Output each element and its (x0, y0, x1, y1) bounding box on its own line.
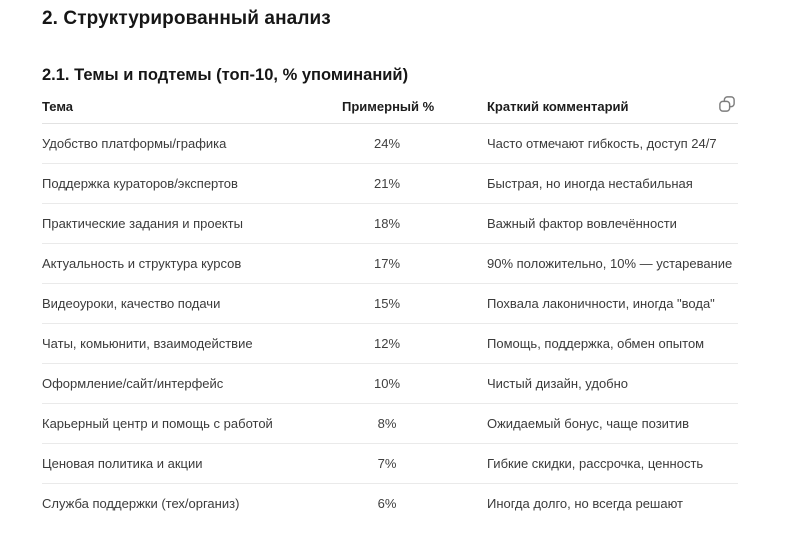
percent-cell: 6% (377, 496, 397, 511)
comment-cell: 90% положительно, 10% — устаревание (432, 243, 738, 284)
table-row: Служба поддержки (тех/организ) 6% Иногда д… (42, 484, 738, 524)
topic-cell: Чаты, комьюнити, взаимодействие (42, 323, 342, 364)
percent-cell: 17% (342, 243, 432, 284)
section-title: 2. Структурированный анализ (42, 8, 331, 29)
table-row: Удобство платформы/графика 24% Часто отмеч… (42, 123, 738, 164)
topic-cell: Поддержка кураторов/экспертов (42, 163, 342, 204)
comment-cell: Часто отмечают гибкость, доступ 24/7 (432, 123, 738, 164)
comment-cell: Ожидаемый бонус, чаще позитив (432, 403, 738, 444)
table-header-row: Тема Примерный % Краткий комментарий (42, 94, 738, 124)
table-row: Видеоуроки, качество подачи 15% Похвала ла… (42, 283, 738, 324)
topic-cell: Удобство платформы/графика (42, 123, 342, 164)
topic-cell: Актуальность и структура курсов (42, 243, 342, 284)
comment-cell: Важный фактор вовлечённости (432, 203, 738, 244)
topics-table-grid: Тема Примерный % Краткий комментарий Удо… (42, 94, 738, 523)
header-percent: Примерный % (342, 94, 434, 124)
subsection-title: 2.1. Темы и подтемы (топ-10, % упоминани… (42, 66, 409, 84)
topic-cell: Карьерный центр и помощь с работой (42, 403, 342, 444)
percent-cell: 7% (342, 443, 432, 484)
percent-cell: 12% (342, 323, 432, 364)
topic-cell: Служба поддержки (тех/организ) (42, 496, 240, 511)
percent-cell: 18% (342, 203, 432, 244)
table-row: Чаты, комьюнити, взаимодействие 12% Помощь… (42, 323, 738, 364)
table-row: Карьерный центр и помощь с работой 8% Ожид… (42, 403, 738, 444)
topics-table-body: Удобство платформы/графика 24% Часто отмеч… (42, 123, 738, 524)
comment-cell: Быстрая, но иногда нестабильная (432, 163, 738, 204)
topic-cell: Видеоуроки, качество подачи (42, 283, 342, 324)
topics-table: Тема Примерный % Краткий комментарий Удо… (42, 94, 738, 523)
comment-cell: Помощь, поддержка, обмен опытом (432, 323, 738, 364)
percent-cell: 8% (342, 403, 432, 444)
table-row: Оформление/сайт/интерфейс 10% Чистый дизай… (42, 363, 738, 404)
comment-cell: Иногда долго, но всегда решают (487, 496, 683, 511)
percent-cell: 21% (342, 163, 432, 204)
topic-cell: Оформление/сайт/интерфейс (42, 363, 342, 404)
comment-cell: Похвала лаконичности, иногда "вода" (432, 283, 738, 324)
header-topic: Тема (42, 94, 342, 124)
table-row: Ценовая политика и акции 7% Гибкие скидки,… (42, 443, 738, 484)
percent-cell: 15% (342, 283, 432, 324)
table-row: Актуальность и структура курсов 17% 90% по… (42, 243, 738, 284)
topic-cell: Ценовая политика и акции (42, 443, 342, 484)
comment-cell: Чистый дизайн, удобно (432, 363, 738, 404)
percent-cell: 10% (342, 363, 432, 404)
comment-cell: Гибкие скидки, рассрочка, ценность (432, 443, 738, 484)
table-row: Практические задания и проекты 18% Важный … (42, 203, 738, 244)
topic-cell: Практические задания и проекты (42, 203, 342, 244)
table-row: Поддержка кураторов/экспертов 21% Быстрая,… (42, 163, 738, 204)
header-comment: Краткий комментарий (432, 94, 738, 124)
copy-table-button[interactable] (717, 94, 737, 114)
percent-cell: 24% (342, 123, 432, 164)
copy-icon (718, 95, 736, 113)
